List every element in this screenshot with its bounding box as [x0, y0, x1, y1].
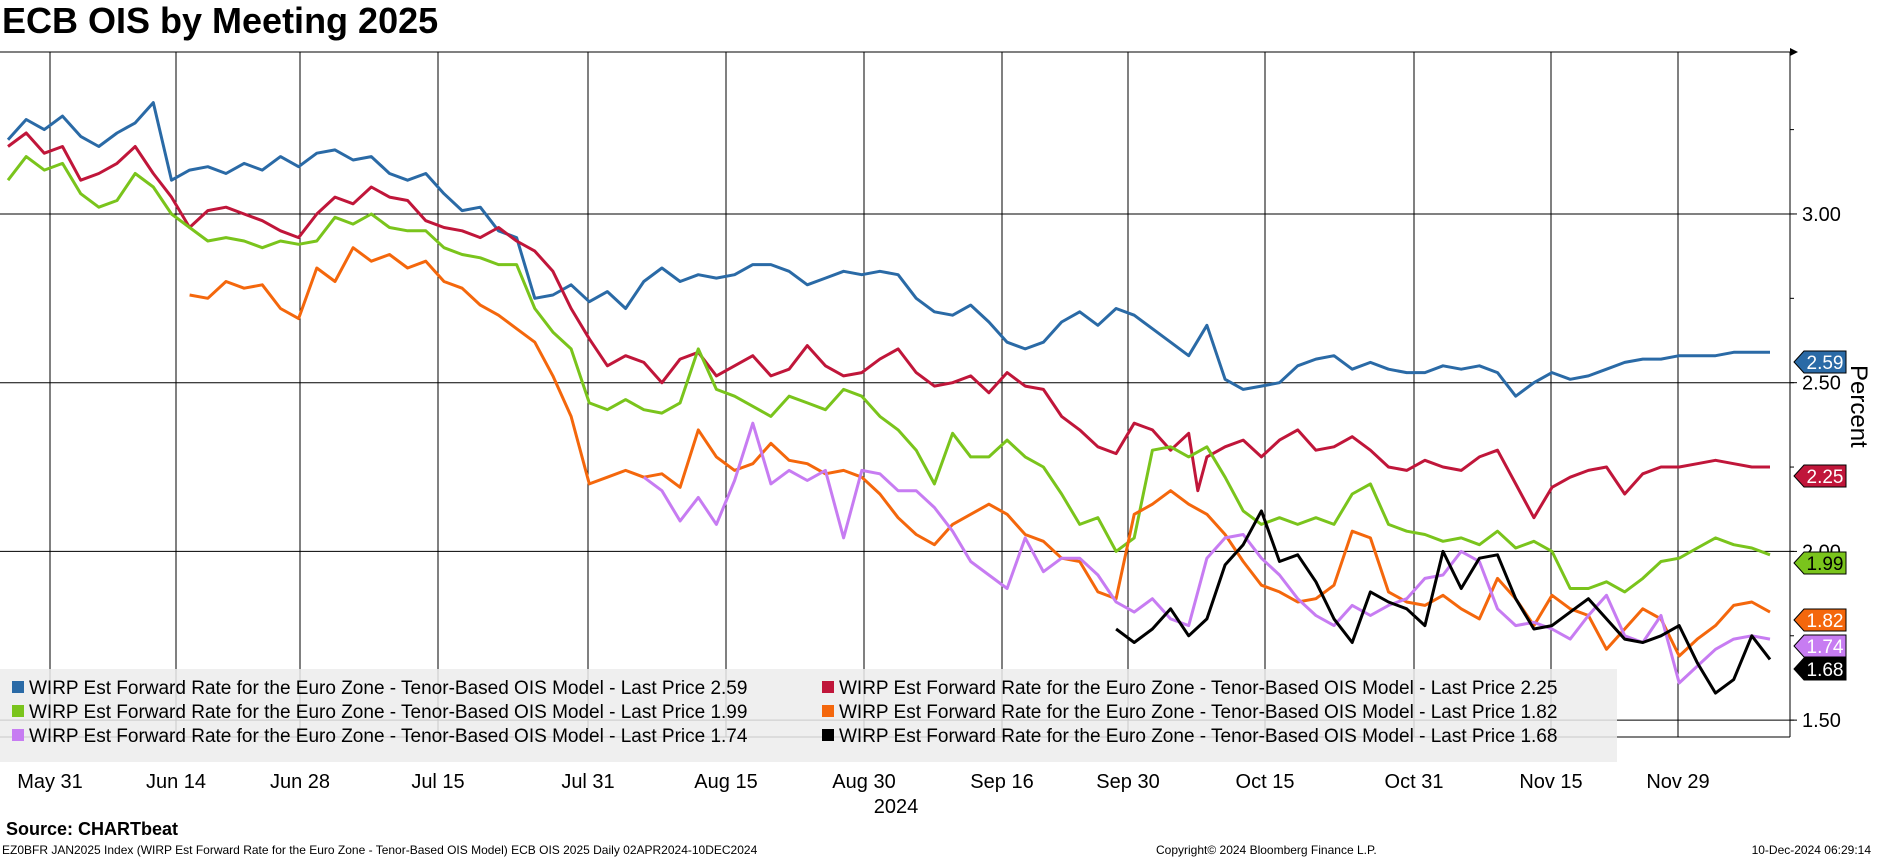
last-price-tag [1793, 464, 1847, 488]
last-price-tag [1793, 551, 1847, 575]
x-tick-label: Nov 15 [1519, 771, 1582, 793]
y-tick-label: 2.50 [1802, 373, 1841, 395]
legend-swatch [822, 729, 834, 741]
legend-entry: WIRP Est Forward Rate for the Euro Zone … [839, 678, 1557, 699]
series-line-3 [6, 155, 1771, 594]
legend-entry: WIRP Est Forward Rate for the Euro Zone … [29, 726, 748, 747]
x-tick-label: Sep 16 [970, 771, 1033, 793]
x-tick-label: Jun 14 [146, 771, 206, 793]
x-year-label: 2024 [874, 796, 919, 818]
legend-background [0, 669, 1617, 762]
series-line-1 [6, 101, 1770, 398]
legend-swatch [12, 729, 24, 741]
legend: WIRP Est Forward Rate for the Euro Zone … [0, 669, 1617, 762]
x-tick-label: Sep 30 [1096, 771, 1159, 793]
y-axis-arrow [1790, 48, 1798, 56]
last-price-tag [1793, 350, 1847, 374]
y-tick-label: 1.50 [1802, 710, 1841, 732]
x-tick-label: Oct 15 [1236, 771, 1295, 793]
x-tick-label: Nov 29 [1646, 771, 1709, 793]
last-price-tag-label: 1.82 [1807, 611, 1844, 632]
x-tick-label: Jun 28 [270, 771, 330, 793]
legend-entry: WIRP Est Forward Rate for the Euro Zone … [29, 702, 747, 723]
series-layer [6, 101, 1772, 695]
y-axis-label: Percent [1845, 365, 1872, 448]
x-tick-label: May 31 [17, 771, 83, 793]
legend-swatch [822, 705, 834, 717]
legend-swatch [822, 681, 834, 693]
last-price-tag-label: 1.74 [1807, 637, 1844, 658]
x-tick-label: Aug 30 [832, 771, 895, 793]
last-price-tag-label: 2.59 [1807, 353, 1844, 374]
last-price-tags: 2.59 2.25 1.99 1.82 1.741.68 [1793, 350, 1847, 681]
legend-swatch [12, 681, 24, 693]
legend-entry: WIRP Est Forward Rate for the Euro Zone … [839, 726, 1557, 747]
x-tick-label: Oct 31 [1385, 771, 1444, 793]
last-price-tag [1793, 608, 1847, 632]
grid-layer [0, 52, 1790, 737]
x-tick-label: Jul 15 [411, 771, 464, 793]
footer-index-description: EZ0BFR JAN2025 Index (WIRP Est Forward R… [2, 843, 758, 857]
series-line-5 [642, 421, 1771, 685]
legend-swatch [12, 705, 24, 717]
series-line-2 [7, 131, 1770, 520]
legend-entry: WIRP Est Forward Rate for the Euro Zone … [839, 702, 1557, 723]
axis-layer: May 31 Jun 14 Jun 28 Jul 15 Jul 31 Aug 15 Aug … [0, 48, 1872, 818]
footer-timestamp: 10-Dec-2024 06:29:14 [1751, 843, 1871, 857]
x-tick-label: Aug 15 [694, 771, 757, 793]
y-tick-label: 3.00 [1802, 204, 1841, 226]
last-price-tag-label: 1.99 [1807, 554, 1844, 575]
last-price-tag-label: 1.68 [1807, 660, 1844, 681]
series-line-4 [189, 246, 1771, 658]
source-label: Source: CHARTbeat [6, 819, 179, 839]
legend-entry: WIRP Est Forward Rate for the Euro Zone … [29, 678, 747, 699]
footer-copyright: Copyright© 2024 Bloomberg Finance L.P. [1156, 843, 1377, 857]
last-price-tag [1793, 657, 1847, 681]
series-line-6 [1115, 509, 1772, 695]
last-price-tag-label: 2.25 [1807, 467, 1844, 488]
x-tick-label: Jul 31 [561, 771, 614, 793]
last-price-tag [1793, 634, 1847, 658]
chart-title: ECB OIS by Meeting 2025 [2, 0, 439, 41]
